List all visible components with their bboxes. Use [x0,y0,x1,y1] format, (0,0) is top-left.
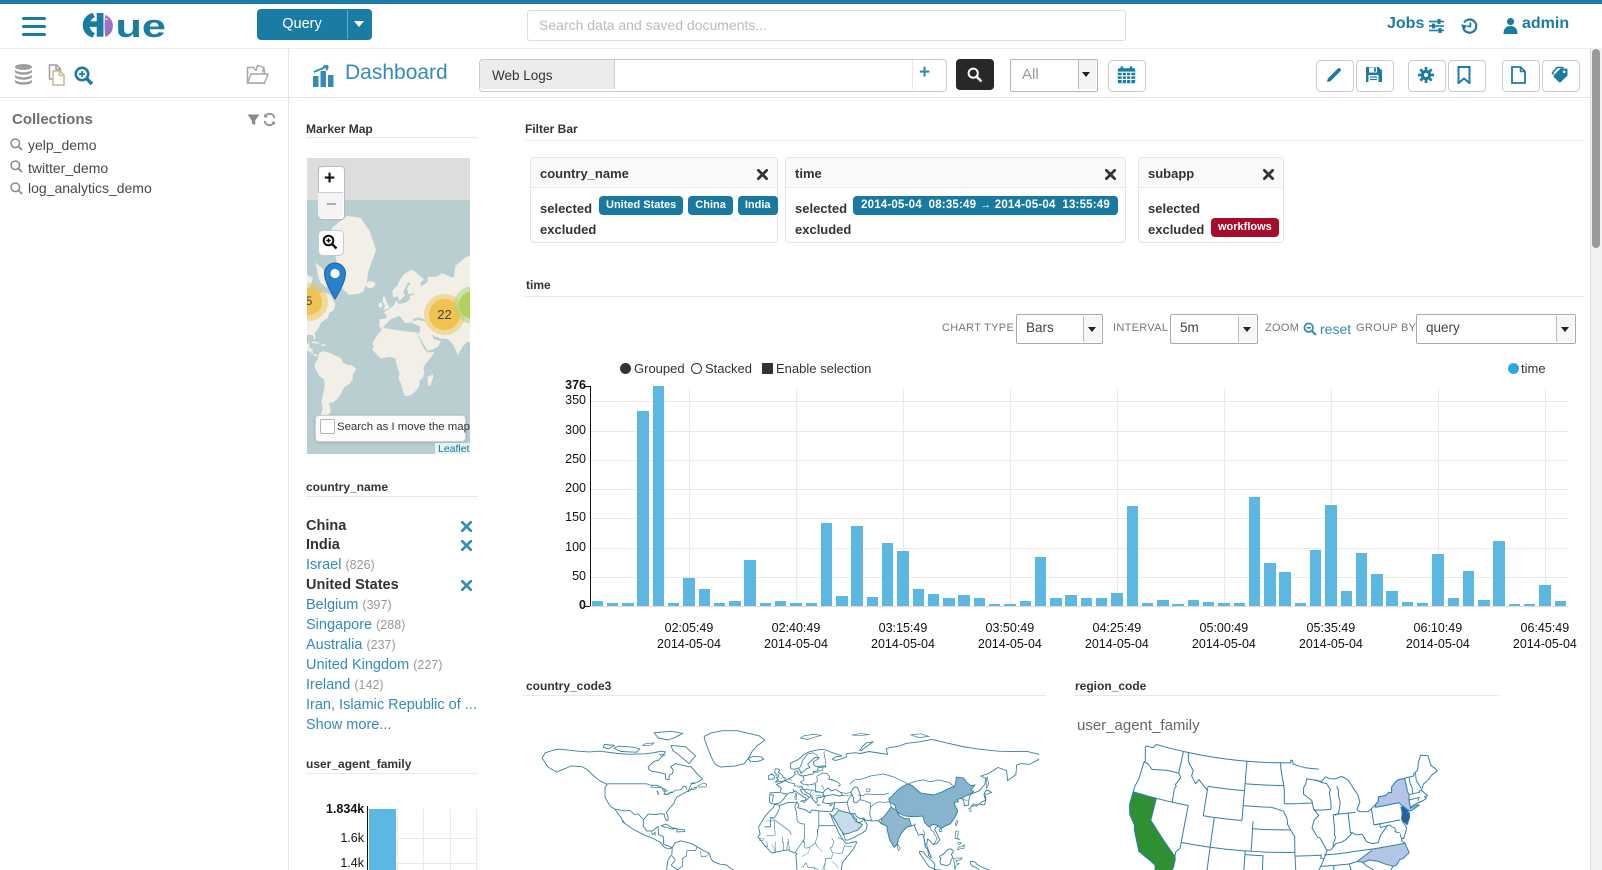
svg-text:ue: ue [116,10,166,40]
